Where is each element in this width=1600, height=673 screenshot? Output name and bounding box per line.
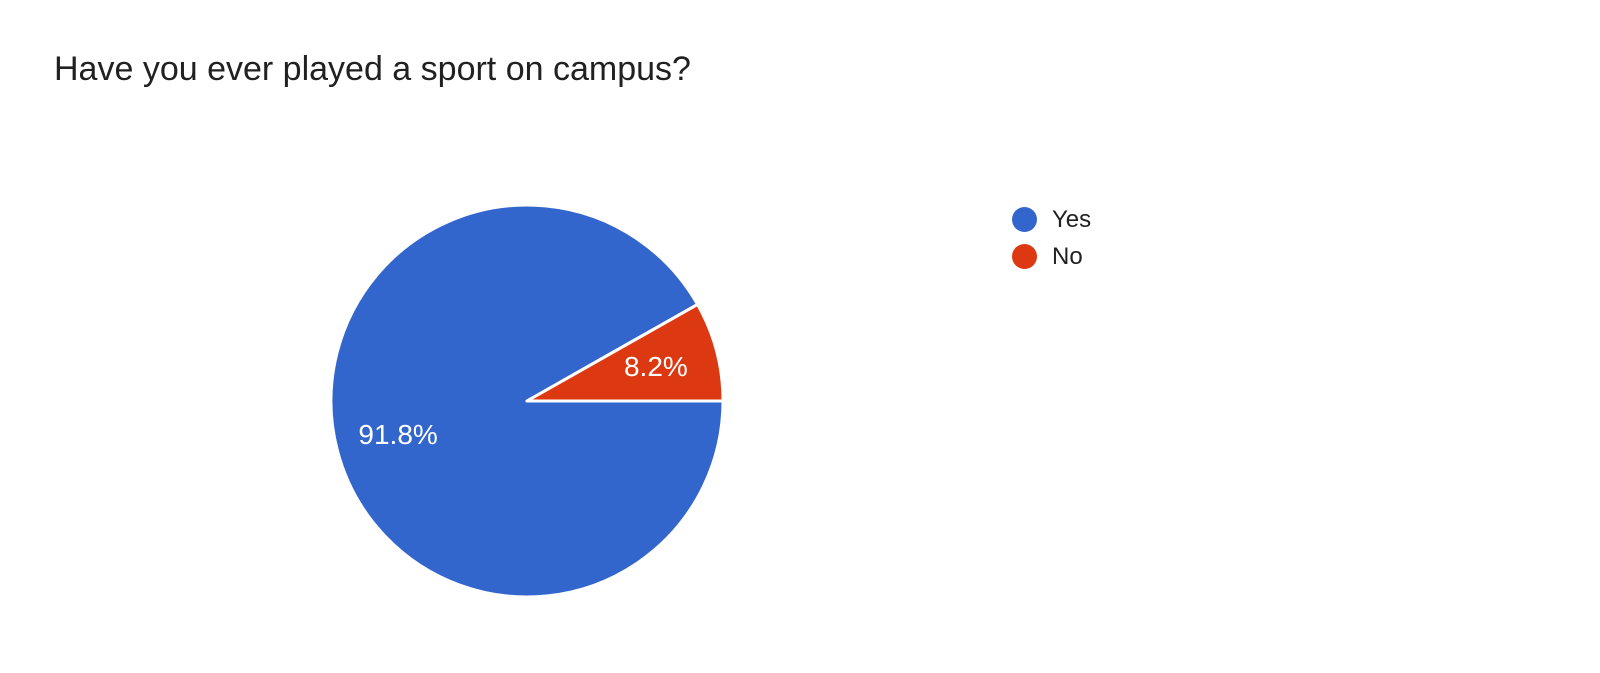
legend: Yes No (1012, 207, 1091, 269)
question-title: Have you ever played a sport on campus? (54, 50, 691, 88)
legend-item-yes: Yes (1012, 207, 1091, 232)
pie-slice-no[interactable] (525, 302, 725, 403)
pie-slice-label-yes: 91.8% (358, 419, 437, 450)
legend-label-no: No (1052, 243, 1083, 270)
pie-slice-label-no: 8.2% (624, 351, 688, 382)
legend-item-no: No (1012, 244, 1091, 269)
pie-chart: 91.8% 8.2% (329, 203, 725, 599)
legend-swatch-no-icon (1012, 244, 1037, 269)
legend-label-yes: Yes (1052, 206, 1092, 233)
legend-swatch-yes-icon (1012, 207, 1037, 232)
